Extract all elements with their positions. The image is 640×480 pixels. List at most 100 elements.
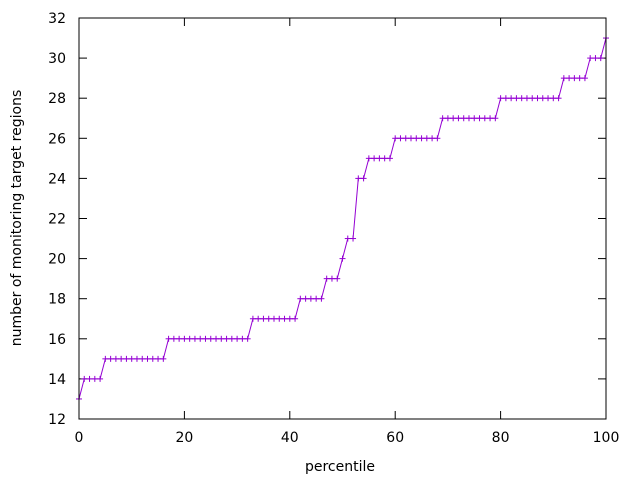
data-point-marker (123, 355, 130, 362)
x-tick-label: 20 (175, 430, 193, 446)
data-point-marker (334, 275, 341, 282)
data-point-marker (318, 295, 325, 302)
data-point-marker (260, 315, 267, 322)
data-point-marker (465, 115, 472, 122)
y-tick-label: 26 (48, 131, 66, 147)
data-point-marker (228, 335, 235, 342)
y-tick-label: 18 (48, 292, 66, 308)
data-point-marker (344, 235, 351, 242)
data-point-marker (581, 75, 588, 82)
data-point-marker (270, 315, 277, 322)
data-point-marker (249, 315, 256, 322)
series-layer (76, 35, 609, 402)
data-point-marker (218, 335, 225, 342)
data-point-marker (91, 375, 98, 382)
data-point-marker (487, 115, 494, 122)
data-point-marker (376, 155, 383, 162)
data-point-marker (133, 355, 140, 362)
data-point-marker (481, 115, 488, 122)
data-point-marker (276, 315, 283, 322)
data-point-marker (386, 155, 393, 162)
data-point-marker (223, 335, 230, 342)
data-point-marker (539, 95, 546, 102)
data-point-marker (413, 135, 420, 142)
data-point-marker (513, 95, 520, 102)
data-point-marker (471, 115, 478, 122)
data-point-marker (571, 75, 578, 82)
data-point-marker (450, 115, 457, 122)
data-point-marker (255, 315, 262, 322)
data-point-marker (371, 155, 378, 162)
data-point-marker (207, 335, 214, 342)
data-point-marker (302, 295, 309, 302)
data-point-marker (350, 235, 357, 242)
data-point-marker (144, 355, 151, 362)
data-point-marker (497, 95, 504, 102)
data-point-marker (523, 95, 530, 102)
data-point-marker (592, 55, 599, 62)
data-point-marker (86, 375, 93, 382)
data-point-marker (81, 375, 88, 382)
x-tick-label: 0 (75, 430, 84, 446)
y-tick-label: 16 (48, 332, 66, 348)
data-point-marker (508, 95, 515, 102)
y-axis-title: number of monitoring target regions (9, 90, 25, 347)
data-point-marker (297, 295, 304, 302)
y-tick-label: 20 (48, 252, 66, 268)
data-point-marker (149, 355, 156, 362)
data-point-marker (418, 135, 425, 142)
data-point-marker (392, 135, 399, 142)
y-tick-label: 32 (48, 11, 66, 27)
x-tick-label: 100 (593, 430, 620, 446)
data-point-marker (202, 335, 209, 342)
data-point-marker (213, 335, 220, 342)
data-point-marker (560, 75, 567, 82)
data-point-marker (139, 355, 146, 362)
data-point-marker (550, 95, 557, 102)
data-point-marker (397, 135, 404, 142)
data-point-marker (176, 335, 183, 342)
data-point-marker (365, 155, 372, 162)
data-point-marker (429, 135, 436, 142)
data-point-marker (307, 295, 314, 302)
data-point-marker (244, 335, 251, 342)
data-point-marker (181, 335, 188, 342)
data-point-marker (234, 335, 241, 342)
x-tick-label: 60 (386, 430, 404, 446)
data-point-marker (339, 255, 346, 262)
data-point-marker (281, 315, 288, 322)
data-point-marker (402, 135, 409, 142)
data-point-marker (455, 115, 462, 122)
data-point-marker (381, 155, 388, 162)
data-point-marker (191, 335, 198, 342)
data-point-marker (239, 335, 246, 342)
data-point-marker (502, 95, 509, 102)
data-point-marker (423, 135, 430, 142)
data-point-marker (186, 335, 193, 342)
x-tick-label: 80 (492, 430, 510, 446)
data-point-marker (197, 335, 204, 342)
data-point-marker (328, 275, 335, 282)
y-tick-label: 30 (48, 51, 66, 67)
data-point-marker (529, 95, 536, 102)
data-point-marker (460, 115, 467, 122)
data-point-marker (439, 115, 446, 122)
data-point-marker (102, 355, 109, 362)
data-point-marker (97, 375, 104, 382)
data-point-marker (165, 335, 172, 342)
ticks-layer: 12 14 16 18 20 22 24 26 28 30 32 0 20 40 60 80 100 (48, 11, 619, 446)
data-point-marker (545, 95, 552, 102)
y-tick-label: 12 (48, 412, 66, 428)
data-point-marker (444, 115, 451, 122)
data-point-marker (355, 175, 362, 182)
data-point-marker (518, 95, 525, 102)
plot-frame (78, 17, 607, 420)
data-point-marker (566, 75, 573, 82)
data-point-marker (323, 275, 330, 282)
data-point-marker (128, 355, 135, 362)
data-point-marker (408, 135, 415, 142)
data-point-marker (118, 355, 125, 362)
data-point-marker (492, 115, 499, 122)
